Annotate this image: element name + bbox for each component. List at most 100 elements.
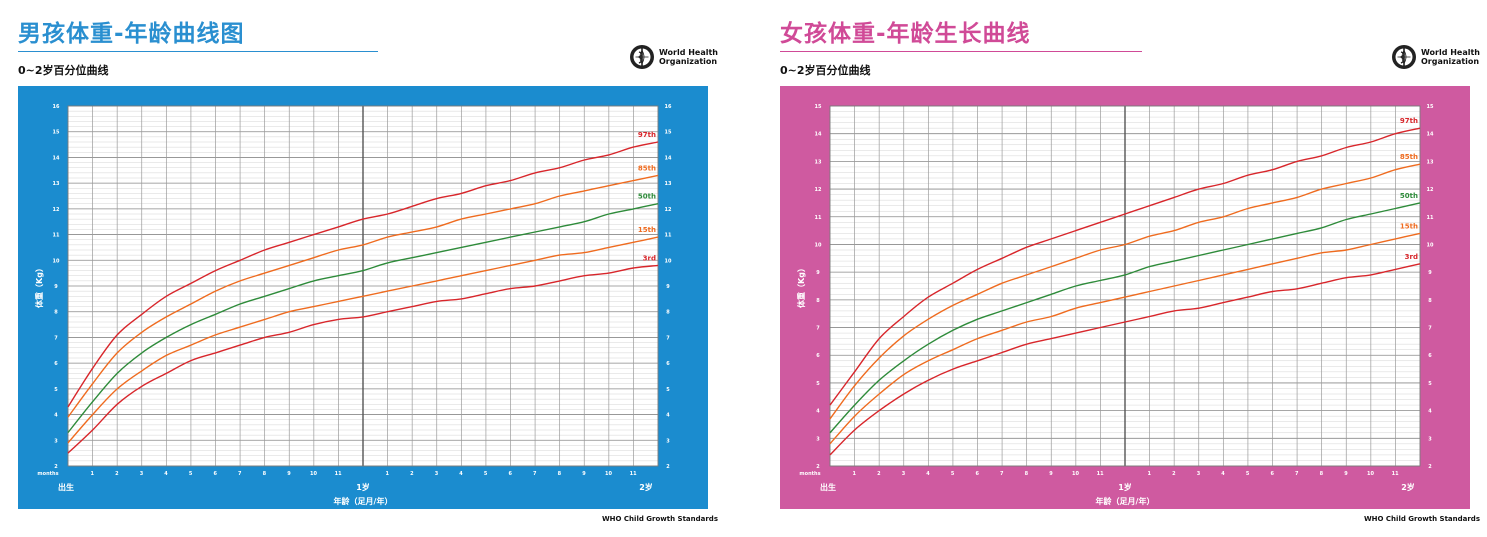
x-tick-label: 9: [1344, 471, 1348, 477]
y-tick-label-right: 2: [666, 464, 670, 470]
x-axis-label: 年龄（足月/年）: [1096, 496, 1155, 506]
title-divider: [780, 51, 1142, 52]
y-tick-label-left: 5: [54, 387, 58, 393]
year1-label: 1岁: [356, 482, 370, 492]
x-axis-label: 年龄（足月/年）: [334, 496, 393, 506]
y-tick-label-left: 2: [54, 464, 58, 470]
x-tick-label: 7: [238, 471, 242, 477]
page-title: 男孩体重-年龄曲线图: [18, 21, 245, 47]
months-label: months: [37, 471, 58, 477]
y-tick-label-right: 10: [665, 258, 672, 264]
y-tick-label-right: 11: [665, 233, 672, 239]
footer-credit: WHO Child Growth Standards: [1363, 515, 1480, 523]
who-line2: Organization: [658, 57, 718, 66]
y-tick-label-right: 4: [666, 413, 670, 419]
x-tick-label: 2: [877, 471, 881, 477]
x-tick-label: 11: [630, 471, 637, 477]
y-tick-label-right: 5: [1428, 381, 1432, 387]
x-tick-label: 3: [435, 471, 439, 477]
x-tick-label: 2: [1172, 471, 1176, 477]
series-line-15th: [829, 232, 1421, 445]
y-tick-label-right: 13: [665, 181, 672, 187]
x-tick-label: 10: [1072, 471, 1079, 477]
who-brand: World Health Organization: [1391, 44, 1480, 70]
y-tick-label-right: 9: [1428, 270, 1432, 276]
x-tick-label: 7: [1000, 471, 1004, 477]
series-line-85th: [67, 174, 659, 418]
y-tick-label-left: 16: [53, 104, 60, 110]
y-tick-label-left: 11: [815, 215, 822, 221]
y-tick-label-left: 13: [815, 159, 822, 165]
y-tick-label-left: 13: [53, 181, 60, 187]
y-tick-label-right: 12: [1427, 187, 1434, 193]
title-divider: [18, 51, 378, 52]
series-line-3rd: [829, 263, 1421, 456]
x-tick-label: 11: [335, 471, 342, 477]
y-tick-label-right: 6: [666, 361, 670, 367]
x-tick-label: 6: [1270, 471, 1274, 477]
x-tick-label: 11: [1097, 471, 1104, 477]
x-tick-label: 1: [91, 471, 95, 477]
x-tick-label: 9: [287, 471, 291, 477]
who-wordmark: World Health Organization: [659, 48, 718, 66]
chart-subtitle: 0~2岁百分位曲线: [780, 64, 871, 77]
series-label-97th: 97th: [638, 131, 656, 139]
y-tick-label-left: 15: [53, 130, 60, 136]
x-tick-label: 3: [902, 471, 906, 477]
x-tick-label: 1: [386, 471, 390, 477]
y-tick-label-right: 5: [666, 387, 670, 393]
series-label-50th: 50th: [1400, 192, 1418, 200]
y-tick-label-left: 7: [54, 335, 58, 341]
year2-label: 2岁: [639, 482, 653, 492]
y-tick-label-left: 12: [53, 207, 60, 213]
y-tick-label-left: 11: [53, 233, 60, 239]
series-label-3rd: 3rd: [643, 254, 656, 262]
y-tick-label-right: 8: [666, 310, 670, 316]
x-tick-label: 5: [951, 471, 955, 477]
y-tick-label-right: 14: [1427, 132, 1434, 138]
y-tick-label-right: 11: [1427, 215, 1434, 221]
page-title: 女孩体重-年龄生长曲线: [780, 21, 1031, 47]
x-tick-label: 4: [164, 471, 168, 477]
who-line2: Organization: [1420, 57, 1480, 66]
series-line-50th: [829, 202, 1421, 434]
x-tick-label: 11: [1392, 471, 1399, 477]
y-tick-label-left: 8: [816, 298, 820, 304]
who-brand: World Health Organization: [629, 44, 718, 70]
x-tick-label: 3: [1197, 471, 1201, 477]
who-emblem-icon: [629, 45, 654, 69]
y-tick-label-left: 14: [53, 155, 60, 161]
y-tick-label-right: 7: [666, 335, 670, 341]
y-tick-label-left: 15: [815, 104, 822, 110]
x-tick-label: 10: [1367, 471, 1374, 477]
y-tick-label-left: 6: [54, 361, 58, 367]
year2-label: 2岁: [1401, 482, 1415, 492]
series-line-50th: [67, 203, 659, 434]
series-label-3rd: 3rd: [1405, 253, 1418, 261]
who-line1: World Health: [1420, 48, 1480, 57]
series-group: 97th 85th 50th 15th 3rd: [829, 117, 1421, 456]
series-line-97th: [829, 127, 1421, 406]
x-tick-label: 8: [558, 471, 562, 477]
series-label-85th: 85th: [638, 164, 656, 172]
months-label: months: [799, 471, 820, 477]
plot-frame: [67, 105, 659, 467]
who-emblem-icon: [1391, 45, 1416, 69]
y-tick-label-left: 7: [816, 326, 820, 332]
y-tick-label-left: 9: [816, 270, 820, 276]
x-tick-label: 5: [1246, 471, 1250, 477]
x-tick-label: 6: [213, 471, 217, 477]
y-tick-label-right: 3: [1428, 436, 1432, 442]
x-tick-label: 9: [1049, 471, 1053, 477]
y-tick-label-right: 8: [1428, 298, 1432, 304]
x-tick-label: 10: [605, 471, 612, 477]
x-tick-label: 2: [115, 471, 119, 477]
x-tick-label: 1: [853, 471, 857, 477]
x-tick-label: 7: [1295, 471, 1299, 477]
y-tick-label-left: 5: [816, 381, 820, 387]
x-tick-label: 1: [1148, 471, 1152, 477]
y-tick-label-right: 15: [665, 130, 672, 136]
